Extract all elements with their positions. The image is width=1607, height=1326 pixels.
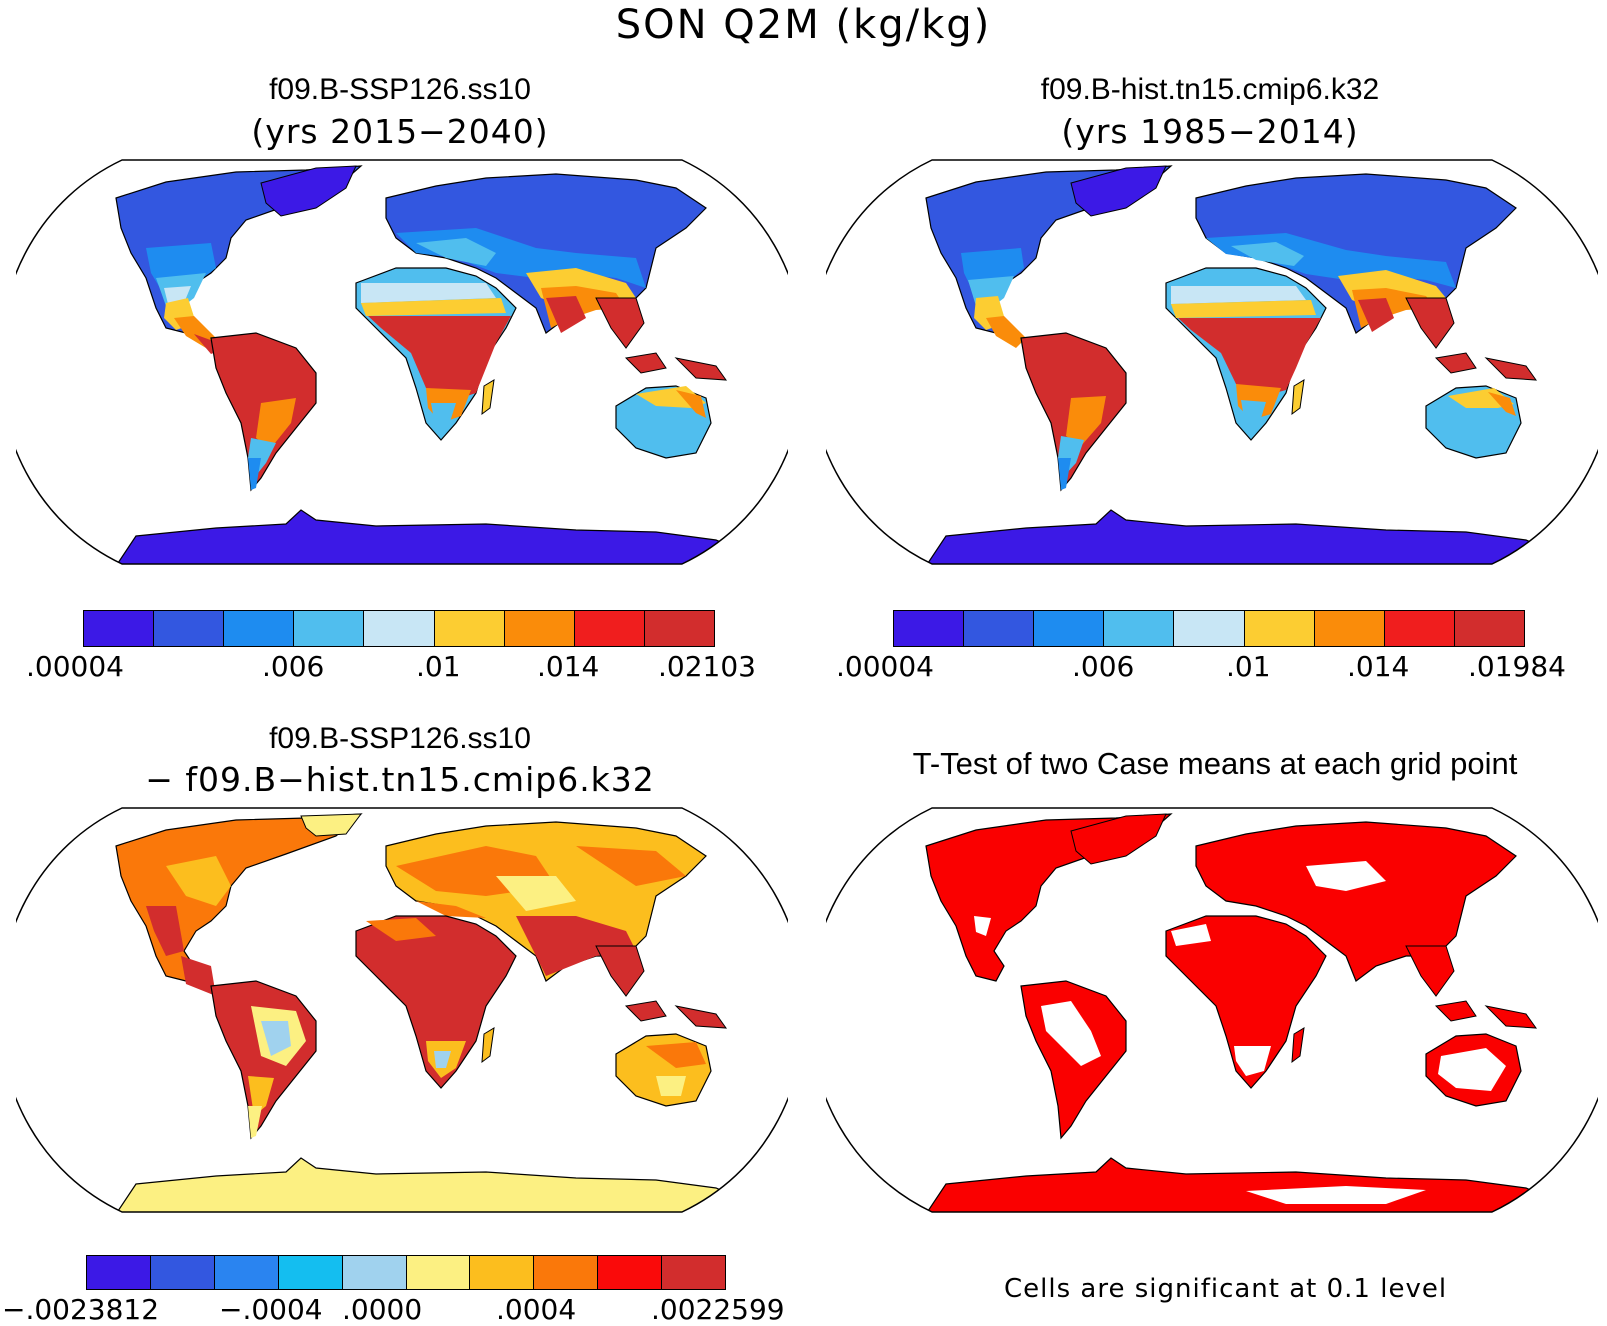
map-outline [16, 159, 788, 565]
colorbar-swatch [214, 1256, 279, 1289]
colorbar-label: .006 [1072, 650, 1135, 683]
colorbar-swatch [1174, 611, 1245, 646]
colorbar-label: .006 [262, 650, 325, 683]
colorbar-swatch [224, 611, 295, 646]
colorbar-swatch [894, 611, 965, 646]
africa-region [1165, 915, 1327, 1089]
colorbar-swatch [574, 611, 645, 646]
colorbar-swatch [470, 1256, 535, 1289]
map-ttest [826, 807, 1598, 1213]
panel-title-hist: f09.B-hist.tn15.cmip6.k32 [1040, 73, 1380, 106]
colorbar-label: .014 [537, 650, 600, 683]
greenland-region [1070, 813, 1167, 865]
colorbar-swatch [534, 1256, 599, 1289]
colorbar-swatch [1104, 611, 1175, 646]
colorbar-swatch [644, 611, 714, 646]
colorbar-swatch [150, 1256, 215, 1289]
colorbar-swatch [406, 1256, 471, 1289]
colorbar-swatch [87, 1256, 151, 1289]
panel-title-ttest: T-Test of two Case means at each grid po… [912, 746, 1518, 781]
colorbar-label: .00004 [836, 650, 934, 683]
colorbar-swatch [1034, 611, 1105, 646]
colorbar-label: .01984 [1468, 650, 1566, 683]
panel-subtitle-difference: − f09.B−hist.tn15.cmip6.k32 [145, 760, 655, 799]
colorbar-label: .00004 [26, 650, 124, 683]
north-america-region [115, 813, 363, 982]
colorbar-label: .0004 [496, 1293, 577, 1326]
greenland-region [260, 165, 357, 217]
panel-title-ssp126: f09.B-SSP126.ss10 [269, 73, 531, 106]
colorbar-label: .01 [416, 650, 461, 683]
greenland-region [1070, 165, 1167, 217]
south-america-region [1020, 980, 1127, 1140]
panel-subtitle-hist: (yrs 1985−2014) [1061, 112, 1359, 151]
colorbar-label: −.0004 [219, 1293, 323, 1326]
colorbar-swatch [1454, 611, 1524, 646]
antarctica-region [924, 1157, 1587, 1212]
colorbar-ssp126 [83, 610, 715, 647]
colorbar-swatch [294, 611, 365, 646]
colorbar-swatch [434, 611, 505, 646]
eurasia-region [1195, 821, 1517, 982]
colorbar-swatch [364, 611, 435, 646]
panel-subtitle-ssp126: (yrs 2015−2040) [251, 112, 549, 151]
colorbar-swatch [504, 611, 575, 646]
antarctica-region [114, 1157, 777, 1212]
colorbar-label: .0000 [342, 1293, 423, 1326]
colorbar-label: .01 [1226, 650, 1271, 683]
colorbar-swatch [598, 1256, 663, 1289]
greenland-region [300, 813, 363, 837]
colorbar-swatch [278, 1256, 343, 1289]
colorbar-label: .014 [1347, 650, 1410, 683]
colorbar-swatch [662, 1256, 726, 1289]
significance-note: Cells are significant at 0.1 level [1004, 1274, 1448, 1304]
antarctica-region [114, 509, 777, 564]
figure-title: SON Q2M (kg/kg) [615, 2, 992, 48]
colorbar-swatch [154, 611, 225, 646]
colorbar-swatch [1244, 611, 1315, 646]
colorbar-hist [893, 610, 1525, 647]
colorbar-swatch [1384, 611, 1455, 646]
panel-title-difference: f09.B-SSP126.ss10 [269, 722, 531, 755]
colorbar-label: −.0023812 [2, 1293, 160, 1326]
colorbar-label: .02103 [658, 650, 756, 683]
colorbar-label: .0022599 [651, 1293, 785, 1326]
colorbar-swatch [964, 611, 1035, 646]
map-ssp126 [16, 159, 788, 565]
map-hist [826, 159, 1598, 565]
colorbar-difference [86, 1255, 726, 1290]
map-difference [16, 807, 788, 1213]
colorbar-swatch [1314, 611, 1385, 646]
south-america-region [210, 980, 317, 1140]
antarctica-region [924, 509, 1587, 564]
colorbar-swatch [342, 1256, 407, 1289]
africa-region [355, 915, 517, 1089]
map-outline [16, 807, 788, 1213]
map-outline [826, 807, 1598, 1213]
map-outline [826, 159, 1598, 565]
colorbar-swatch [84, 611, 155, 646]
